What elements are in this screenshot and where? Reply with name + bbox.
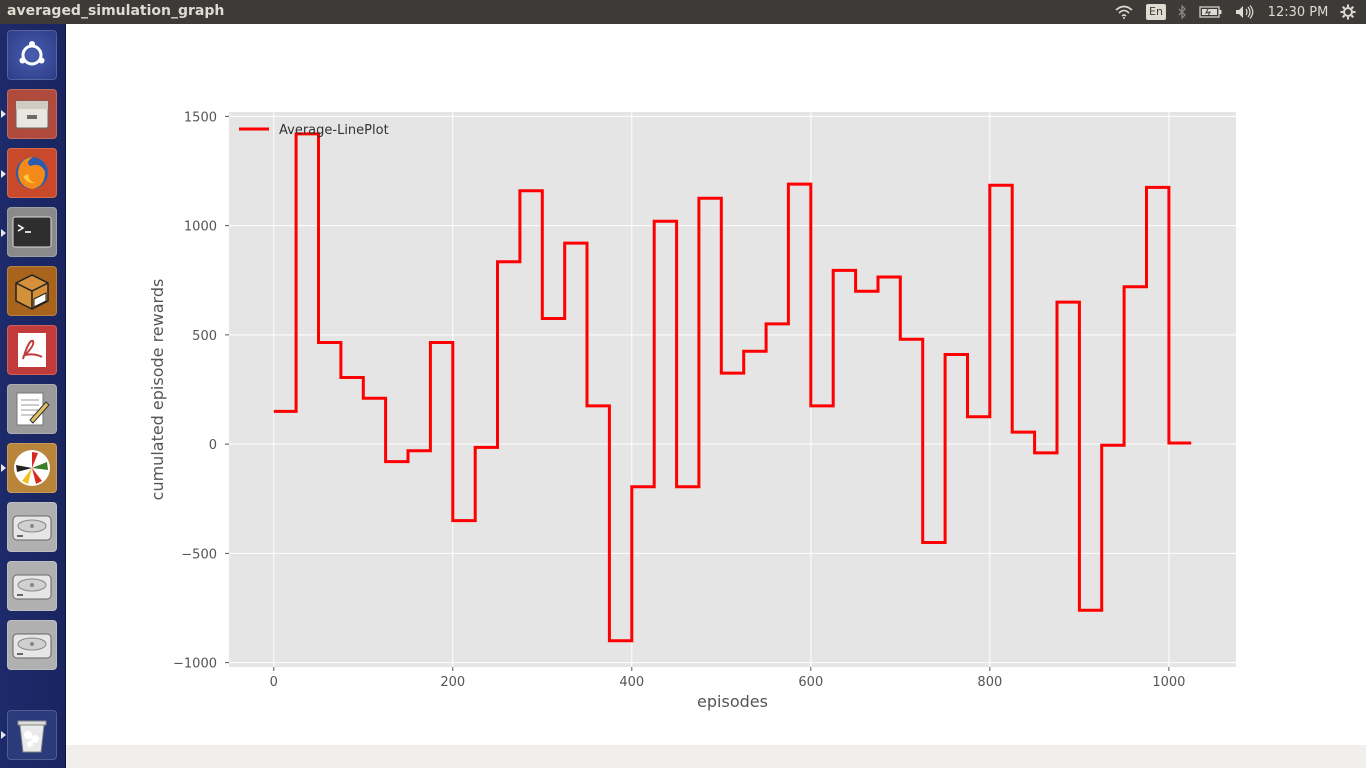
running-indicator — [1, 110, 6, 118]
running-indicator — [1, 229, 6, 237]
bluetooth-icon[interactable] — [1172, 0, 1192, 24]
bottom-strip — [66, 745, 1366, 768]
running-indicator — [1, 731, 6, 739]
y-tick-label: −500 — [181, 547, 217, 562]
terminal-icon[interactable] — [7, 207, 57, 257]
series-layer — [273, 132, 1192, 643]
y-tick-label: 1000 — [184, 220, 217, 235]
x-axis-label: episodes — [697, 692, 768, 711]
firefox-icon[interactable] — [7, 148, 57, 198]
legend-label: Average-LinePlot — [279, 123, 389, 138]
battery-icon[interactable] — [1198, 0, 1224, 24]
gear-icon[interactable] — [1336, 0, 1360, 24]
trash-icon[interactable] — [7, 710, 57, 760]
running-indicator — [1, 170, 6, 178]
launcher — [0, 24, 66, 768]
text-editor-icon[interactable] — [7, 384, 57, 434]
volume-icon[interactable] — [1233, 0, 1257, 24]
y-tick-label: −1000 — [173, 657, 217, 672]
figure-window-content: 0 200 400 600 800 1000 −1000 −500 0 500 1000 1500 A… — [66, 24, 1366, 745]
y-tick-label: 500 — [192, 329, 217, 344]
plot-area — [229, 112, 1236, 667]
y-axis-label: cumulated episode rewards — [148, 279, 167, 501]
y-tick-label: 1500 — [184, 110, 217, 125]
legend: Average-LinePlot — [239, 123, 389, 138]
series-line — [273, 132, 1192, 643]
x-tick-label: 600 — [798, 675, 823, 690]
y-tick-label: 0 — [209, 438, 217, 453]
axis-ticks: 0 200 400 600 800 1000 −1000 −500 0 500 1000 1500 — [173, 110, 1185, 690]
wifi-icon[interactable] — [1112, 0, 1136, 24]
drive-icon[interactable] — [7, 620, 57, 670]
drive-icon[interactable] — [7, 561, 57, 611]
keyboard-layout-indicator[interactable]: En — [1144, 0, 1168, 24]
line-chart: 0 200 400 600 800 1000 −1000 −500 0 500 1000 1500 A… — [148, 110, 1236, 711]
top-panel: averaged_simulation_graph En 12:30 PM — [0, 0, 1366, 24]
x-tick-label: 200 — [440, 675, 465, 690]
x-tick-label: 1000 — [1152, 675, 1185, 690]
ubuntu-dash-icon[interactable] — [7, 30, 57, 80]
clock[interactable]: 12:30 PM — [1267, 4, 1329, 20]
plot-viewer-icon[interactable] — [7, 443, 57, 493]
package-installer-icon[interactable] — [7, 266, 57, 316]
x-tick-label: 0 — [270, 675, 278, 690]
files-icon[interactable] — [7, 89, 57, 139]
x-tick-label: 400 — [619, 675, 644, 690]
drive-icon[interactable] — [7, 502, 57, 552]
running-indicator — [1, 464, 6, 472]
keyboard-layout-label: En — [1146, 4, 1166, 20]
pdf-reader-icon[interactable] — [7, 325, 57, 375]
x-tick-label: 800 — [977, 675, 1002, 690]
window-title: averaged_simulation_graph — [7, 3, 225, 19]
